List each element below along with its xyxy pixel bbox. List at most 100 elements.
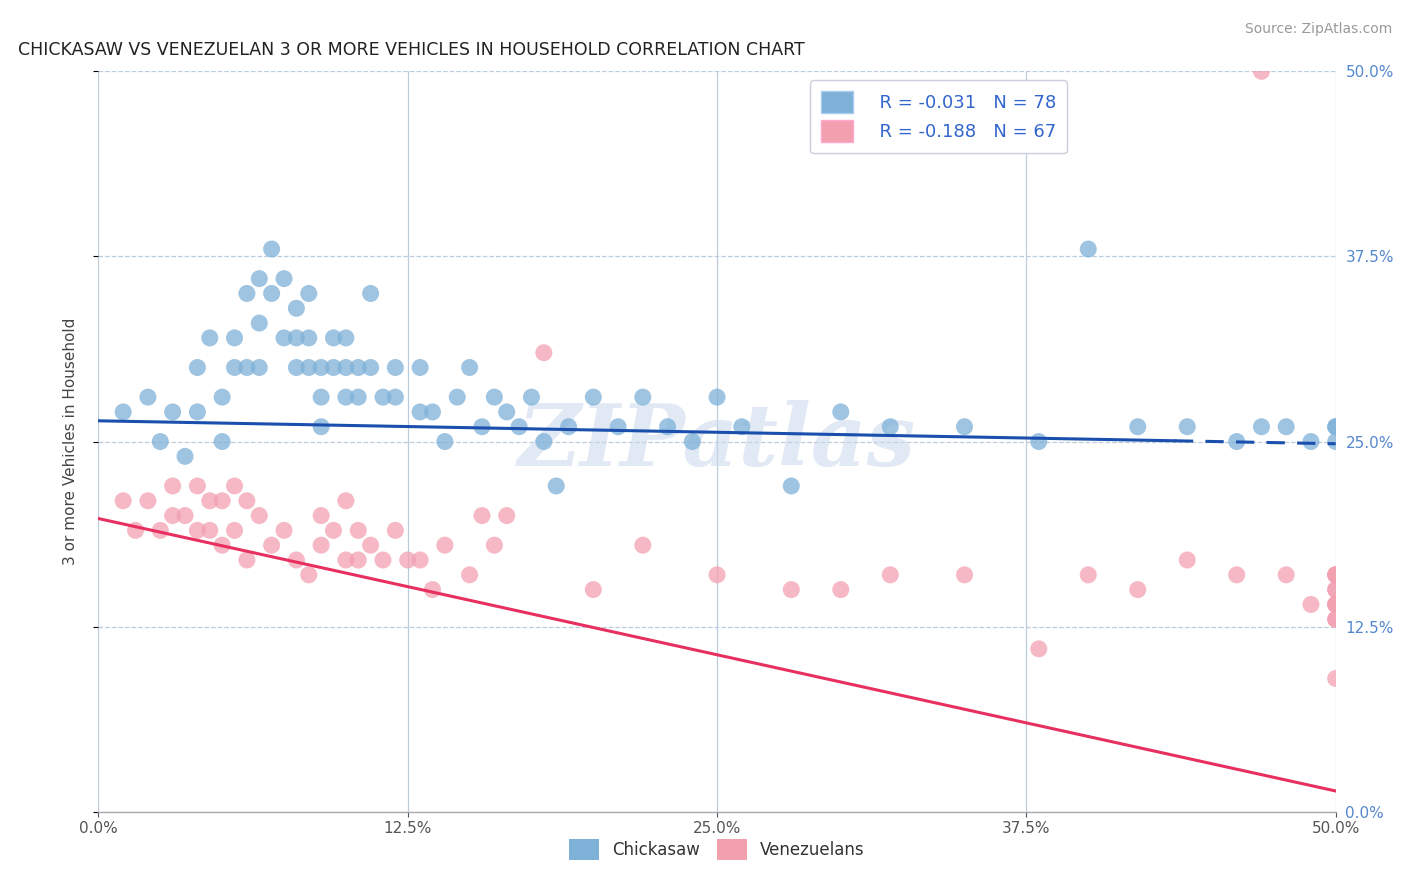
Point — [136, 390, 159, 404]
Text: Source: ZipAtlas.com: Source: ZipAtlas.com — [1244, 22, 1392, 37]
Point — [273, 271, 295, 285]
Point — [830, 582, 852, 597]
Point — [706, 567, 728, 582]
Point — [508, 419, 530, 434]
Point — [1324, 598, 1347, 612]
Point — [1324, 582, 1347, 597]
Point — [309, 360, 332, 375]
Point — [298, 286, 321, 301]
Point — [224, 331, 246, 345]
Point — [953, 567, 976, 582]
Point — [1324, 567, 1347, 582]
Point — [1324, 672, 1347, 686]
Point — [1299, 598, 1322, 612]
Point — [546, 479, 568, 493]
Point — [149, 434, 172, 449]
Point — [260, 242, 283, 256]
Point — [1226, 567, 1249, 582]
Point — [162, 405, 184, 419]
Point — [1077, 567, 1099, 582]
Point — [1324, 419, 1347, 434]
Point — [347, 553, 370, 567]
Point — [247, 271, 270, 285]
Point — [347, 390, 370, 404]
Point — [162, 508, 184, 523]
Point — [322, 331, 344, 345]
Point — [1324, 419, 1347, 434]
Point — [557, 419, 579, 434]
Point — [224, 524, 246, 538]
Point — [1324, 598, 1347, 612]
Point — [446, 390, 468, 404]
Point — [211, 434, 233, 449]
Point — [224, 479, 246, 493]
Point — [879, 567, 901, 582]
Point — [211, 538, 233, 552]
Point — [260, 538, 283, 552]
Point — [260, 286, 283, 301]
Y-axis label: 3 or more Vehicles in Household: 3 or more Vehicles in Household — [63, 318, 77, 566]
Point — [484, 390, 506, 404]
Point — [236, 360, 259, 375]
Point — [360, 538, 382, 552]
Point — [309, 390, 332, 404]
Point — [236, 553, 259, 567]
Point — [384, 524, 406, 538]
Point — [520, 390, 543, 404]
Point — [1250, 419, 1272, 434]
Point — [471, 508, 494, 523]
Point — [433, 434, 456, 449]
Point — [1324, 612, 1347, 626]
Point — [1077, 242, 1099, 256]
Point — [298, 567, 321, 582]
Point — [533, 434, 555, 449]
Point — [409, 360, 432, 375]
Point — [1324, 434, 1347, 449]
Point — [1275, 567, 1298, 582]
Point — [1175, 553, 1198, 567]
Point — [495, 405, 517, 419]
Point — [1028, 434, 1050, 449]
Point — [335, 360, 357, 375]
Point — [247, 316, 270, 330]
Point — [236, 286, 259, 301]
Point — [285, 331, 308, 345]
Point — [1324, 567, 1347, 582]
Point — [174, 508, 197, 523]
Point — [112, 405, 135, 419]
Text: CHICKASAW VS VENEZUELAN 3 OR MORE VEHICLES IN HOUSEHOLD CORRELATION CHART: CHICKASAW VS VENEZUELAN 3 OR MORE VEHICL… — [18, 41, 804, 59]
Point — [309, 538, 332, 552]
Point — [484, 538, 506, 552]
Point — [273, 331, 295, 345]
Point — [347, 524, 370, 538]
Point — [471, 419, 494, 434]
Point — [347, 360, 370, 375]
Point — [422, 582, 444, 597]
Point — [298, 360, 321, 375]
Point — [1126, 582, 1149, 597]
Point — [335, 553, 357, 567]
Point — [322, 524, 344, 538]
Point — [384, 360, 406, 375]
Point — [607, 419, 630, 434]
Point — [371, 553, 394, 567]
Point — [247, 360, 270, 375]
Legend: Chickasaw, Venezuelans: Chickasaw, Venezuelans — [562, 832, 872, 866]
Point — [1324, 567, 1347, 582]
Point — [198, 331, 221, 345]
Point — [458, 567, 481, 582]
Point — [198, 524, 221, 538]
Point — [198, 493, 221, 508]
Point — [285, 553, 308, 567]
Point — [1299, 434, 1322, 449]
Point — [830, 405, 852, 419]
Point — [186, 405, 208, 419]
Point — [285, 301, 308, 316]
Point — [236, 493, 259, 508]
Point — [360, 286, 382, 301]
Point — [396, 553, 419, 567]
Text: ZIPatlas: ZIPatlas — [517, 400, 917, 483]
Point — [1324, 582, 1347, 597]
Point — [371, 390, 394, 404]
Point — [247, 508, 270, 523]
